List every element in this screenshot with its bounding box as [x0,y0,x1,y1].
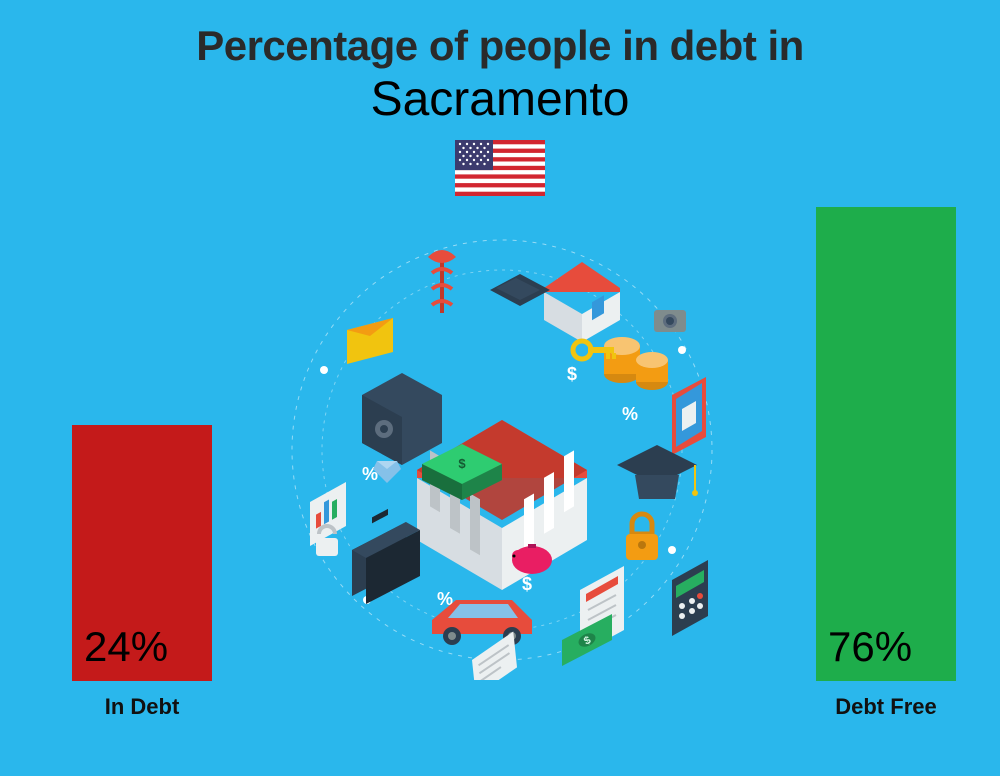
bar-debt-free: 76% [816,207,956,681]
house-icon [544,262,620,342]
usa-flag-icon [455,140,545,196]
bar-chart-icon [310,482,346,546]
bank-building-icon [417,420,587,590]
caduceus-icon [428,250,456,313]
finance-illustration-icon: % % % $ $ [272,220,732,680]
graduation-cap-icon [617,445,698,499]
title-line-2: Sacramento [0,72,1000,127]
bar-debt-free-label: Debt Free [816,694,956,720]
bar-in-debt-label: In Debt [72,694,212,720]
coin-stack-icon [604,337,668,390]
calculator-small-icon [490,274,550,306]
bar-in-debt: 24% [72,425,212,681]
calculator-icon [672,560,708,636]
svg-text:$: $ [567,364,577,384]
bar-debt-free-value: 76% [816,623,956,681]
padlock-icon [626,514,658,560]
smartphone-icon [672,377,706,455]
svg-text:%: % [622,404,638,424]
envelope-icon [347,318,393,364]
title-line-1: Percentage of people in debt in [0,22,1000,70]
bar-in-debt-value: 24% [72,623,212,681]
camera-icon [654,310,686,332]
receipt-icon [469,632,519,680]
briefcase-icon [352,509,420,604]
svg-text:$: $ [458,456,466,471]
